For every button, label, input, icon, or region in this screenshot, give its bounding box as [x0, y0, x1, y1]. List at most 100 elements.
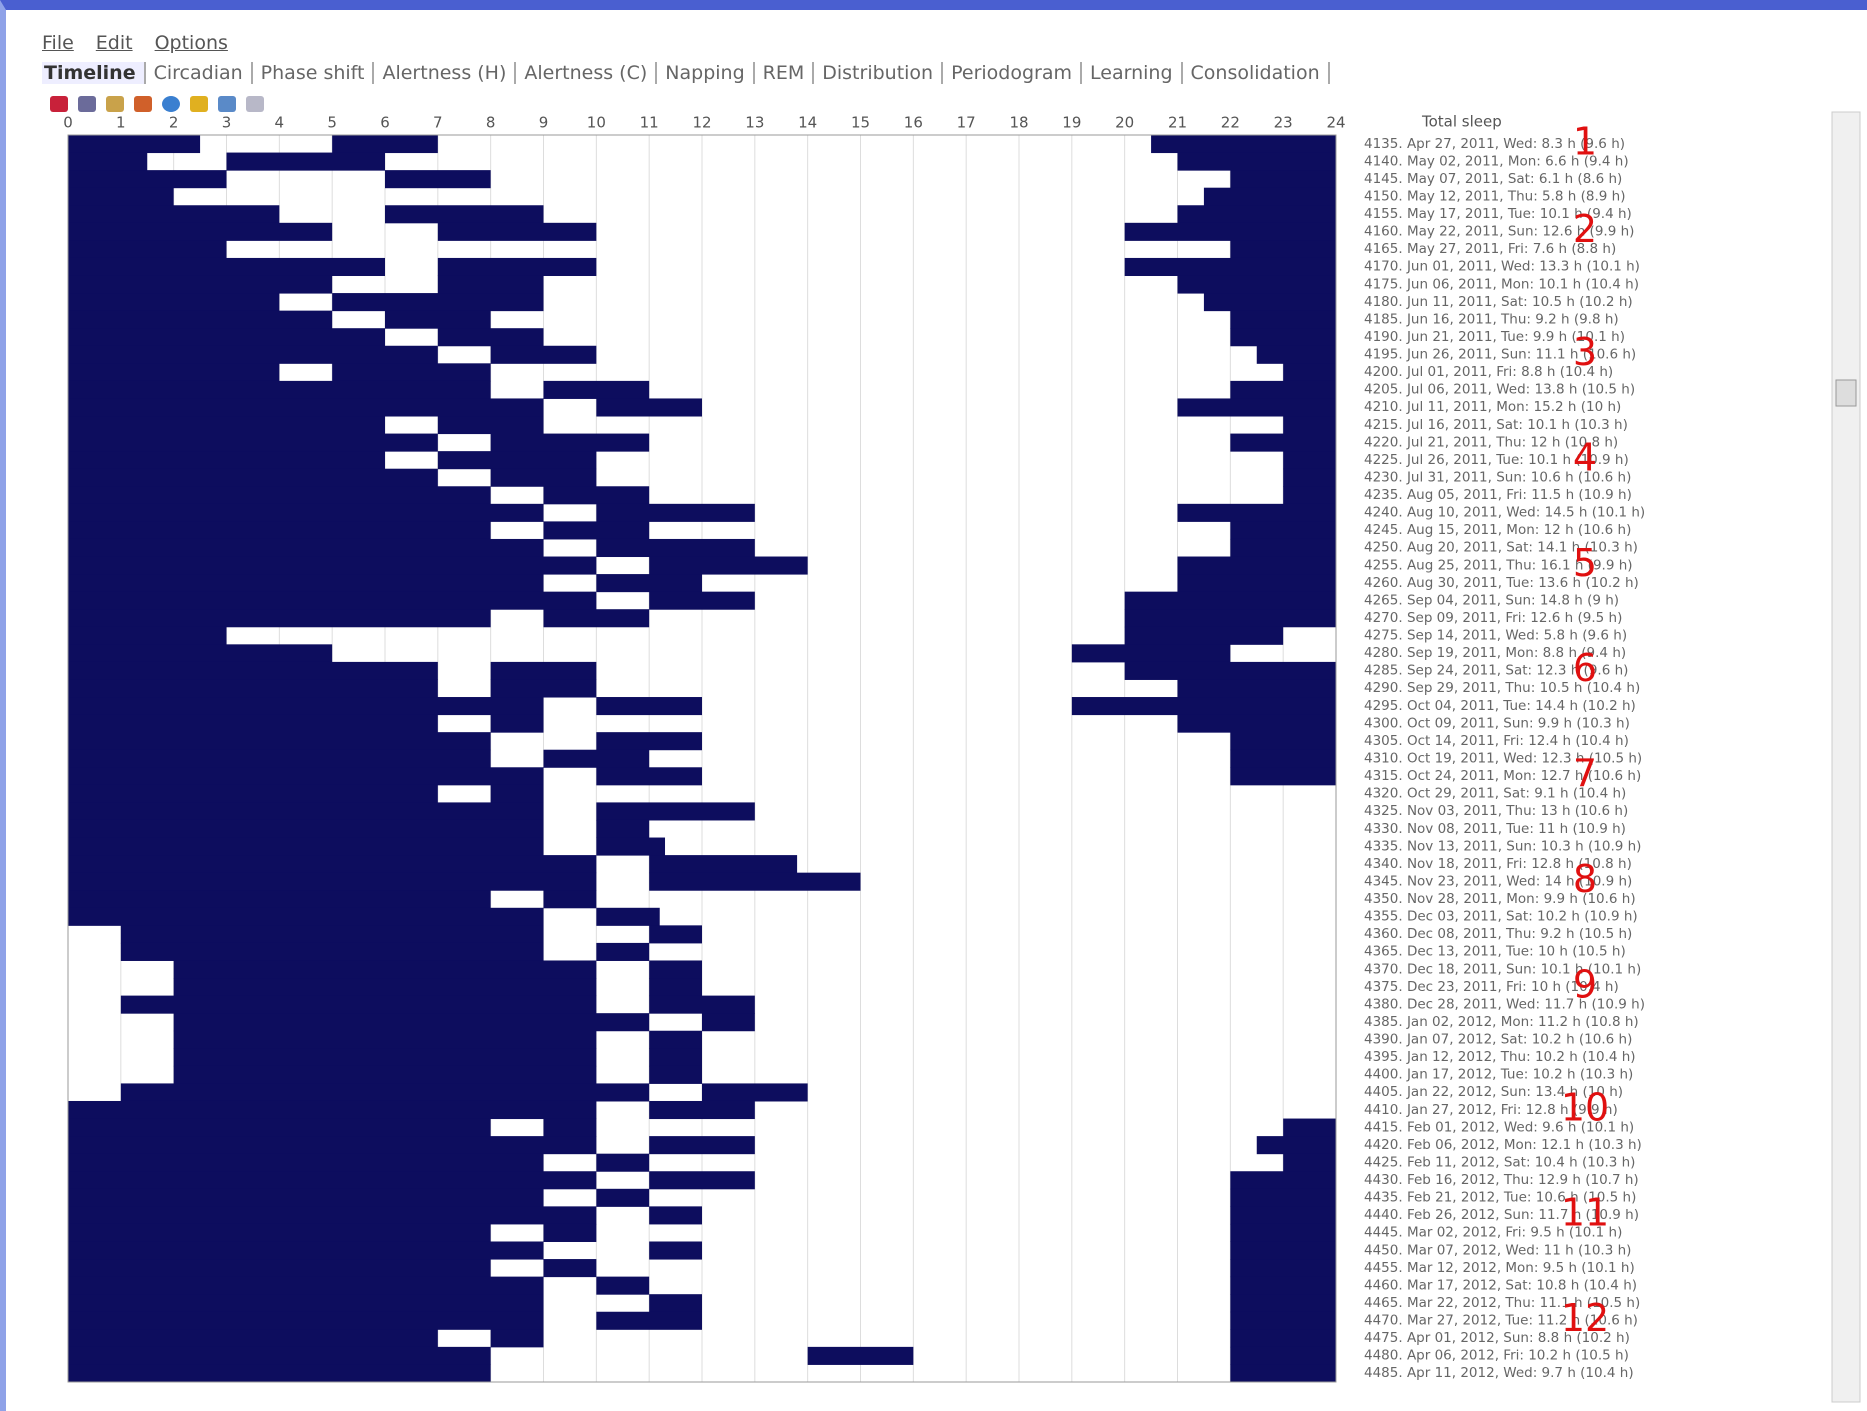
sleep-block — [385, 311, 491, 329]
sleep-block — [491, 785, 544, 803]
sleep-block — [68, 1224, 491, 1242]
sleep-block — [68, 1294, 544, 1312]
row-label: 4245. Aug 15, 2011, Mon: 12 h (10.6 h) — [1364, 522, 1631, 538]
row-label: 4450. Mar 07, 2012, Wed: 11 h (10.3 h) — [1364, 1242, 1631, 1258]
sleep-block — [1230, 1364, 1336, 1382]
sleep-block — [1230, 767, 1336, 785]
sleep-block — [68, 311, 332, 329]
sleep-block — [121, 1083, 649, 1101]
sleep-block — [491, 679, 597, 697]
sleep-block — [649, 1241, 702, 1259]
sleep-block — [68, 1189, 544, 1207]
sleep-block — [174, 960, 597, 978]
sleep-block — [1230, 381, 1336, 399]
sleep-block — [68, 627, 227, 645]
sleep-block — [68, 767, 544, 785]
sleep-block — [68, 662, 438, 680]
sleep-block — [68, 135, 200, 153]
row-label: 4215. Jul 16, 2011, Sat: 10.1 h (10.3 h) — [1364, 417, 1628, 433]
row-label: 4150. May 12, 2011, Thu: 5.8 h (8.9 h) — [1364, 188, 1626, 204]
sleep-block — [68, 469, 438, 487]
sleep-block — [1283, 486, 1336, 504]
row-label: 4430. Feb 16, 2012, Thu: 12.9 h (10.7 h) — [1364, 1172, 1639, 1188]
row-label: 4315. Oct 24, 2011, Mon: 12.7 h (10.6 h) — [1364, 768, 1641, 784]
total-sleep-header: Total sleep — [1421, 113, 1502, 131]
scrollbar[interactable] — [1832, 112, 1860, 1402]
sleep-block — [1178, 574, 1337, 592]
hour-tick-label: 16 — [904, 114, 923, 132]
sleep-block — [544, 1259, 597, 1277]
sleep-block — [332, 135, 438, 153]
sleep-block — [68, 1119, 491, 1137]
sleep-block — [544, 1224, 597, 1242]
sleep-block — [68, 855, 596, 873]
sleep-block — [596, 539, 755, 557]
timeline-chart: 0123456789101112131415161718192021222324… — [0, 0, 1867, 1411]
row-label: 4365. Dec 13, 2011, Tue: 10 h (10.5 h) — [1364, 944, 1626, 960]
sleep-block — [68, 328, 385, 346]
row-label: 4260. Aug 30, 2011, Tue: 13.6 h (10.2 h) — [1364, 575, 1639, 591]
sleep-block — [1230, 1312, 1336, 1330]
sleep-block — [1230, 1224, 1336, 1242]
sleep-block — [438, 276, 544, 294]
sleep-block — [68, 679, 438, 697]
sleep-block — [68, 451, 385, 469]
sleep-block — [1125, 592, 1336, 610]
sleep-block — [1125, 627, 1284, 645]
sleep-block — [491, 1329, 544, 1347]
sleep-block — [1283, 469, 1336, 487]
hour-tick-label: 11 — [640, 114, 659, 132]
sleep-block — [649, 557, 808, 575]
sleep-block — [68, 1136, 596, 1154]
sleep-block — [1257, 346, 1336, 364]
row-label: 4425. Feb 11, 2012, Sat: 10.4 h (10.3 h) — [1364, 1154, 1635, 1170]
period-marker: 3 — [1573, 330, 1597, 374]
sleep-block — [596, 732, 702, 750]
sleep-block — [121, 925, 544, 943]
sleep-block — [596, 1154, 649, 1172]
sleep-block — [68, 1206, 596, 1224]
hour-tick-label: 18 — [1009, 114, 1028, 132]
sleep-block — [68, 697, 544, 715]
row-label: 4300. Oct 09, 2011, Sun: 9.9 h (10.3 h) — [1364, 715, 1630, 731]
row-label: 4295. Oct 04, 2011, Tue: 14.4 h (10.2 h) — [1364, 698, 1636, 714]
sleep-block — [68, 557, 596, 575]
sleep-block — [544, 521, 650, 539]
sleep-block — [174, 1066, 597, 1084]
sleep-block — [1230, 1189, 1336, 1207]
row-label: 4210. Jul 11, 2011, Mon: 15.2 h (10 h) — [1364, 399, 1621, 415]
sleep-block — [702, 1083, 808, 1101]
sleep-block — [68, 188, 174, 206]
hour-tick-label: 21 — [1168, 114, 1187, 132]
sleep-block — [68, 398, 544, 416]
sleep-block — [438, 258, 597, 276]
hour-tick-label: 3 — [222, 114, 232, 132]
hour-tick-label: 1 — [116, 114, 126, 132]
period-marker: 11 — [1561, 1191, 1609, 1235]
sleep-block — [596, 504, 755, 522]
hour-tick-label: 6 — [380, 114, 390, 132]
sleep-block — [438, 328, 544, 346]
sleep-block — [596, 574, 702, 592]
sleep-block — [1178, 679, 1337, 697]
sleep-block — [68, 1329, 438, 1347]
hour-tick-label: 17 — [957, 114, 976, 132]
sleep-block — [596, 838, 665, 856]
row-label: 4480. Apr 06, 2012, Fri: 10.2 h (10.5 h) — [1364, 1348, 1629, 1364]
sleep-block — [68, 223, 332, 241]
period-marker: 12 — [1561, 1296, 1609, 1340]
hour-tick-label: 20 — [1115, 114, 1134, 132]
sleep-block — [438, 451, 597, 469]
hour-tick-label: 12 — [692, 114, 711, 132]
scroll-thumb[interactable] — [1836, 380, 1856, 406]
period-marker: 8 — [1573, 857, 1597, 901]
sleep-block — [1230, 1259, 1336, 1277]
sleep-block — [1230, 170, 1336, 188]
row-label: 4325. Nov 03, 2011, Thu: 13 h (10.6 h) — [1364, 803, 1628, 819]
sleep-block — [68, 574, 544, 592]
hour-tick-label: 10 — [587, 114, 606, 132]
hour-tick-label: 8 — [486, 114, 496, 132]
sleep-block — [68, 1101, 596, 1119]
sleep-block — [544, 750, 650, 768]
sleep-block — [1125, 662, 1336, 680]
